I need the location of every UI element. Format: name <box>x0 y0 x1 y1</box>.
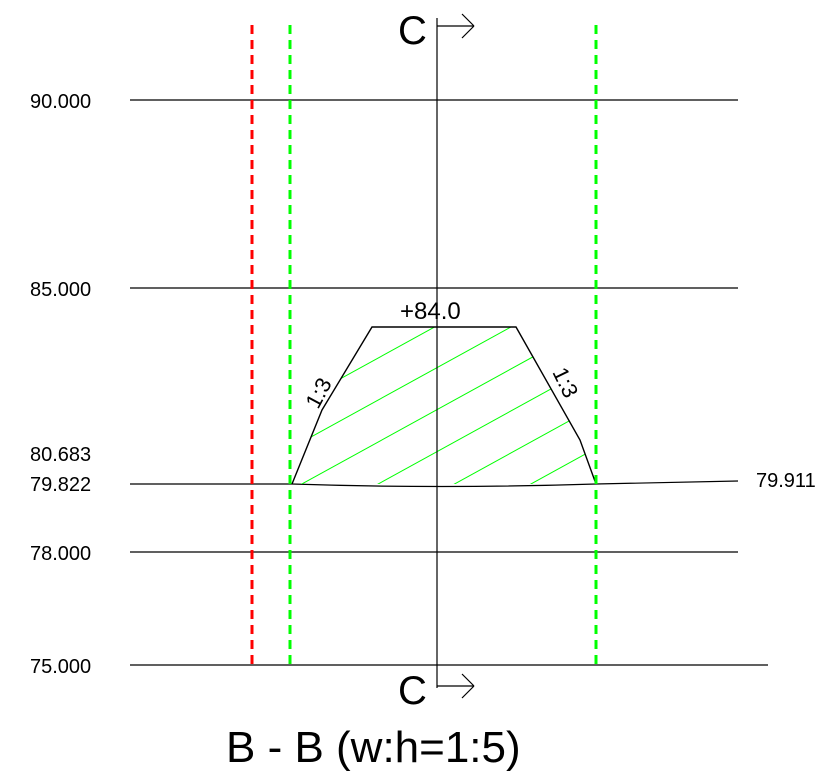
section-arrow-top-icon <box>437 13 475 39</box>
embankment-outline <box>291 326 597 485</box>
section-title: B - B (w:h=1:5) <box>226 723 521 772</box>
elevation-label-78: 78.000 <box>30 543 91 565</box>
crest-elevation-label: +84.0 <box>400 298 461 325</box>
elevation-label-75: 75.000 <box>30 656 91 678</box>
elevation-label-79822: 79.822 <box>30 474 91 496</box>
section-marker-top: C <box>398 9 427 53</box>
slope-label-right: 1:3 <box>548 363 584 401</box>
slope-label-left: 1:3 <box>300 374 336 413</box>
elevation-label-right-ground: 79.911 <box>756 470 816 492</box>
elevation-label-85: 85.000 <box>30 279 91 301</box>
elevation-label-90: 90.000 <box>30 91 91 113</box>
ground-line <box>130 480 739 488</box>
section-marker-bottom: C <box>398 669 427 713</box>
section-arrow-bottom-icon <box>437 673 475 699</box>
elevation-label-80683: 80.683 <box>30 444 91 466</box>
